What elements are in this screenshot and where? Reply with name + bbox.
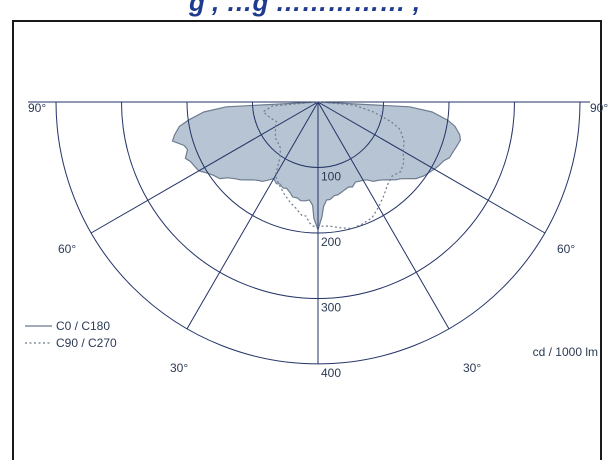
radial-tick-bg-200: [320, 221, 344, 235]
radial-tick-400: 400: [321, 366, 341, 380]
radial-tick-200: 200: [321, 235, 341, 249]
radial-tick-300: 300: [321, 301, 341, 315]
label-layer: 100 200 300 400 90° 60° 30° 30° 60° 90°: [28, 101, 608, 380]
radial-tick-bg-100: [320, 156, 344, 170]
fill-layer: [171, 101, 462, 232]
legend-label-c90-c270: C90 / C270: [56, 336, 117, 350]
grid-spoke-30: [317, 101, 450, 330]
angle-label-60: 60°: [557, 242, 575, 256]
grid-spoke--60: [90, 101, 319, 234]
chart-title: g , …g …………… ,: [188, 0, 421, 17]
angle-label-90: 90°: [590, 101, 608, 115]
chart-frame: [12, 20, 602, 460]
series-c0-c180-area: [171, 101, 462, 232]
grid-spoke-60: [317, 101, 546, 234]
angle-label-30: 30°: [463, 361, 481, 375]
line-layer: [262, 101, 405, 230]
radial-unit-label: cd / 1000 lm: [533, 345, 598, 359]
radial-tick-bg-300: [320, 287, 344, 301]
radial-tick-100: 100: [321, 170, 341, 184]
grid-spoke--30: [186, 101, 319, 330]
legend: C0 / C180 C90 / C270: [25, 319, 117, 350]
grid-layer: [28, 101, 590, 365]
angle-label--60: 60°: [58, 242, 76, 256]
angle-label--90: 90°: [28, 101, 46, 115]
legend-label-c0-c180: C0 / C180: [56, 319, 110, 333]
radial-tick-bg-400: [320, 352, 344, 366]
series-c90-c270-line: [262, 101, 405, 230]
angle-label--30: 30°: [170, 361, 188, 375]
